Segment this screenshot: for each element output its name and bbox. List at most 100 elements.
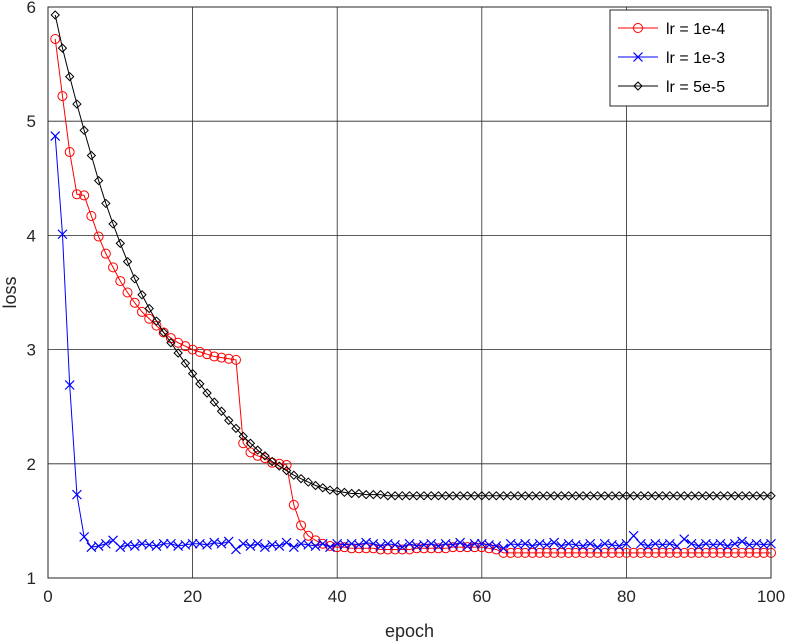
data-point bbox=[79, 190, 90, 201]
data-point bbox=[426, 538, 437, 549]
data-point bbox=[64, 380, 75, 390]
data-point bbox=[570, 547, 581, 558]
data-point bbox=[506, 491, 516, 501]
data-point bbox=[664, 547, 675, 558]
data-point bbox=[57, 229, 68, 240]
data-point bbox=[614, 491, 624, 501]
series-line bbox=[54, 136, 772, 551]
data-point bbox=[549, 537, 560, 548]
data-point bbox=[484, 491, 494, 501]
y-tick-label: 2 bbox=[27, 455, 36, 474]
data-point bbox=[715, 491, 726, 501]
data-point bbox=[433, 541, 444, 551]
data-point bbox=[209, 397, 219, 407]
data-point bbox=[751, 491, 762, 501]
data-point bbox=[151, 316, 162, 326]
x-tick-label: 80 bbox=[617, 587, 636, 606]
grid bbox=[47, 6, 772, 579]
legend-label: lr = 1e-3 bbox=[666, 50, 725, 67]
data-point bbox=[122, 287, 133, 298]
data-point bbox=[556, 491, 567, 501]
legend-label: lr = 1e-4 bbox=[666, 21, 725, 38]
data-point bbox=[296, 473, 306, 484]
data-point bbox=[693, 541, 704, 551]
data-point bbox=[412, 491, 422, 501]
data-point bbox=[527, 547, 538, 558]
data-point bbox=[317, 538, 328, 549]
data-point bbox=[491, 541, 502, 551]
x-tick-label: 60 bbox=[472, 587, 491, 606]
data-point bbox=[259, 542, 270, 553]
data-point bbox=[686, 538, 697, 549]
data-point bbox=[621, 538, 632, 549]
data-point bbox=[578, 547, 589, 558]
data-point bbox=[693, 547, 704, 558]
data-point bbox=[158, 327, 169, 338]
data-point bbox=[592, 542, 603, 553]
data-point bbox=[390, 491, 400, 501]
data-point bbox=[679, 534, 690, 545]
data-point bbox=[57, 43, 68, 53]
data-point bbox=[93, 175, 104, 186]
data-point bbox=[93, 541, 104, 551]
data-point bbox=[209, 351, 220, 362]
data-point bbox=[173, 348, 183, 358]
data-point bbox=[657, 491, 668, 501]
data-point bbox=[252, 538, 263, 549]
data-point bbox=[50, 10, 60, 20]
data-point bbox=[202, 388, 212, 398]
data-point bbox=[419, 491, 429, 501]
data-point bbox=[722, 541, 733, 551]
data-point bbox=[758, 547, 769, 558]
data-point bbox=[505, 547, 516, 558]
data-point bbox=[332, 486, 342, 496]
data-point bbox=[122, 256, 133, 267]
data-point bbox=[50, 131, 61, 141]
data-point bbox=[650, 491, 661, 501]
data-point bbox=[354, 488, 364, 499]
data-point bbox=[86, 210, 97, 221]
plot-border bbox=[47, 6, 772, 579]
y-tick-label: 3 bbox=[27, 341, 36, 360]
data-point bbox=[187, 538, 198, 549]
data-point bbox=[151, 541, 162, 551]
data-point bbox=[339, 487, 350, 498]
data-point bbox=[79, 531, 90, 542]
data-point bbox=[187, 368, 198, 379]
data-point bbox=[71, 189, 82, 200]
data-point bbox=[433, 491, 444, 501]
data-point bbox=[223, 536, 234, 547]
series-2 bbox=[50, 10, 776, 501]
data-point bbox=[404, 538, 415, 549]
data-point bbox=[223, 353, 234, 364]
data-point bbox=[469, 538, 480, 549]
data-point bbox=[657, 547, 668, 558]
data-point bbox=[549, 547, 560, 558]
data-point bbox=[216, 538, 227, 549]
data-point bbox=[383, 491, 393, 501]
data-point bbox=[274, 461, 285, 471]
data-point bbox=[520, 538, 531, 549]
data-point bbox=[701, 491, 711, 501]
data-point bbox=[194, 346, 205, 357]
data-point bbox=[469, 491, 480, 501]
data-point bbox=[86, 150, 97, 161]
data-point bbox=[310, 541, 321, 551]
data-point bbox=[737, 536, 748, 547]
data-point bbox=[368, 538, 379, 549]
data-point bbox=[520, 547, 531, 558]
data-point bbox=[397, 491, 407, 501]
data-point bbox=[93, 231, 104, 242]
data-point bbox=[310, 480, 321, 491]
data-point bbox=[549, 491, 559, 501]
data-point bbox=[158, 538, 169, 549]
data-point bbox=[440, 491, 451, 501]
legend-marker bbox=[633, 52, 643, 62]
data-point bbox=[238, 438, 249, 449]
data-point bbox=[100, 248, 111, 259]
data-point bbox=[599, 547, 610, 558]
data-point bbox=[238, 431, 248, 442]
data-point bbox=[628, 491, 639, 501]
data-point bbox=[462, 491, 473, 501]
data-point bbox=[274, 541, 285, 551]
